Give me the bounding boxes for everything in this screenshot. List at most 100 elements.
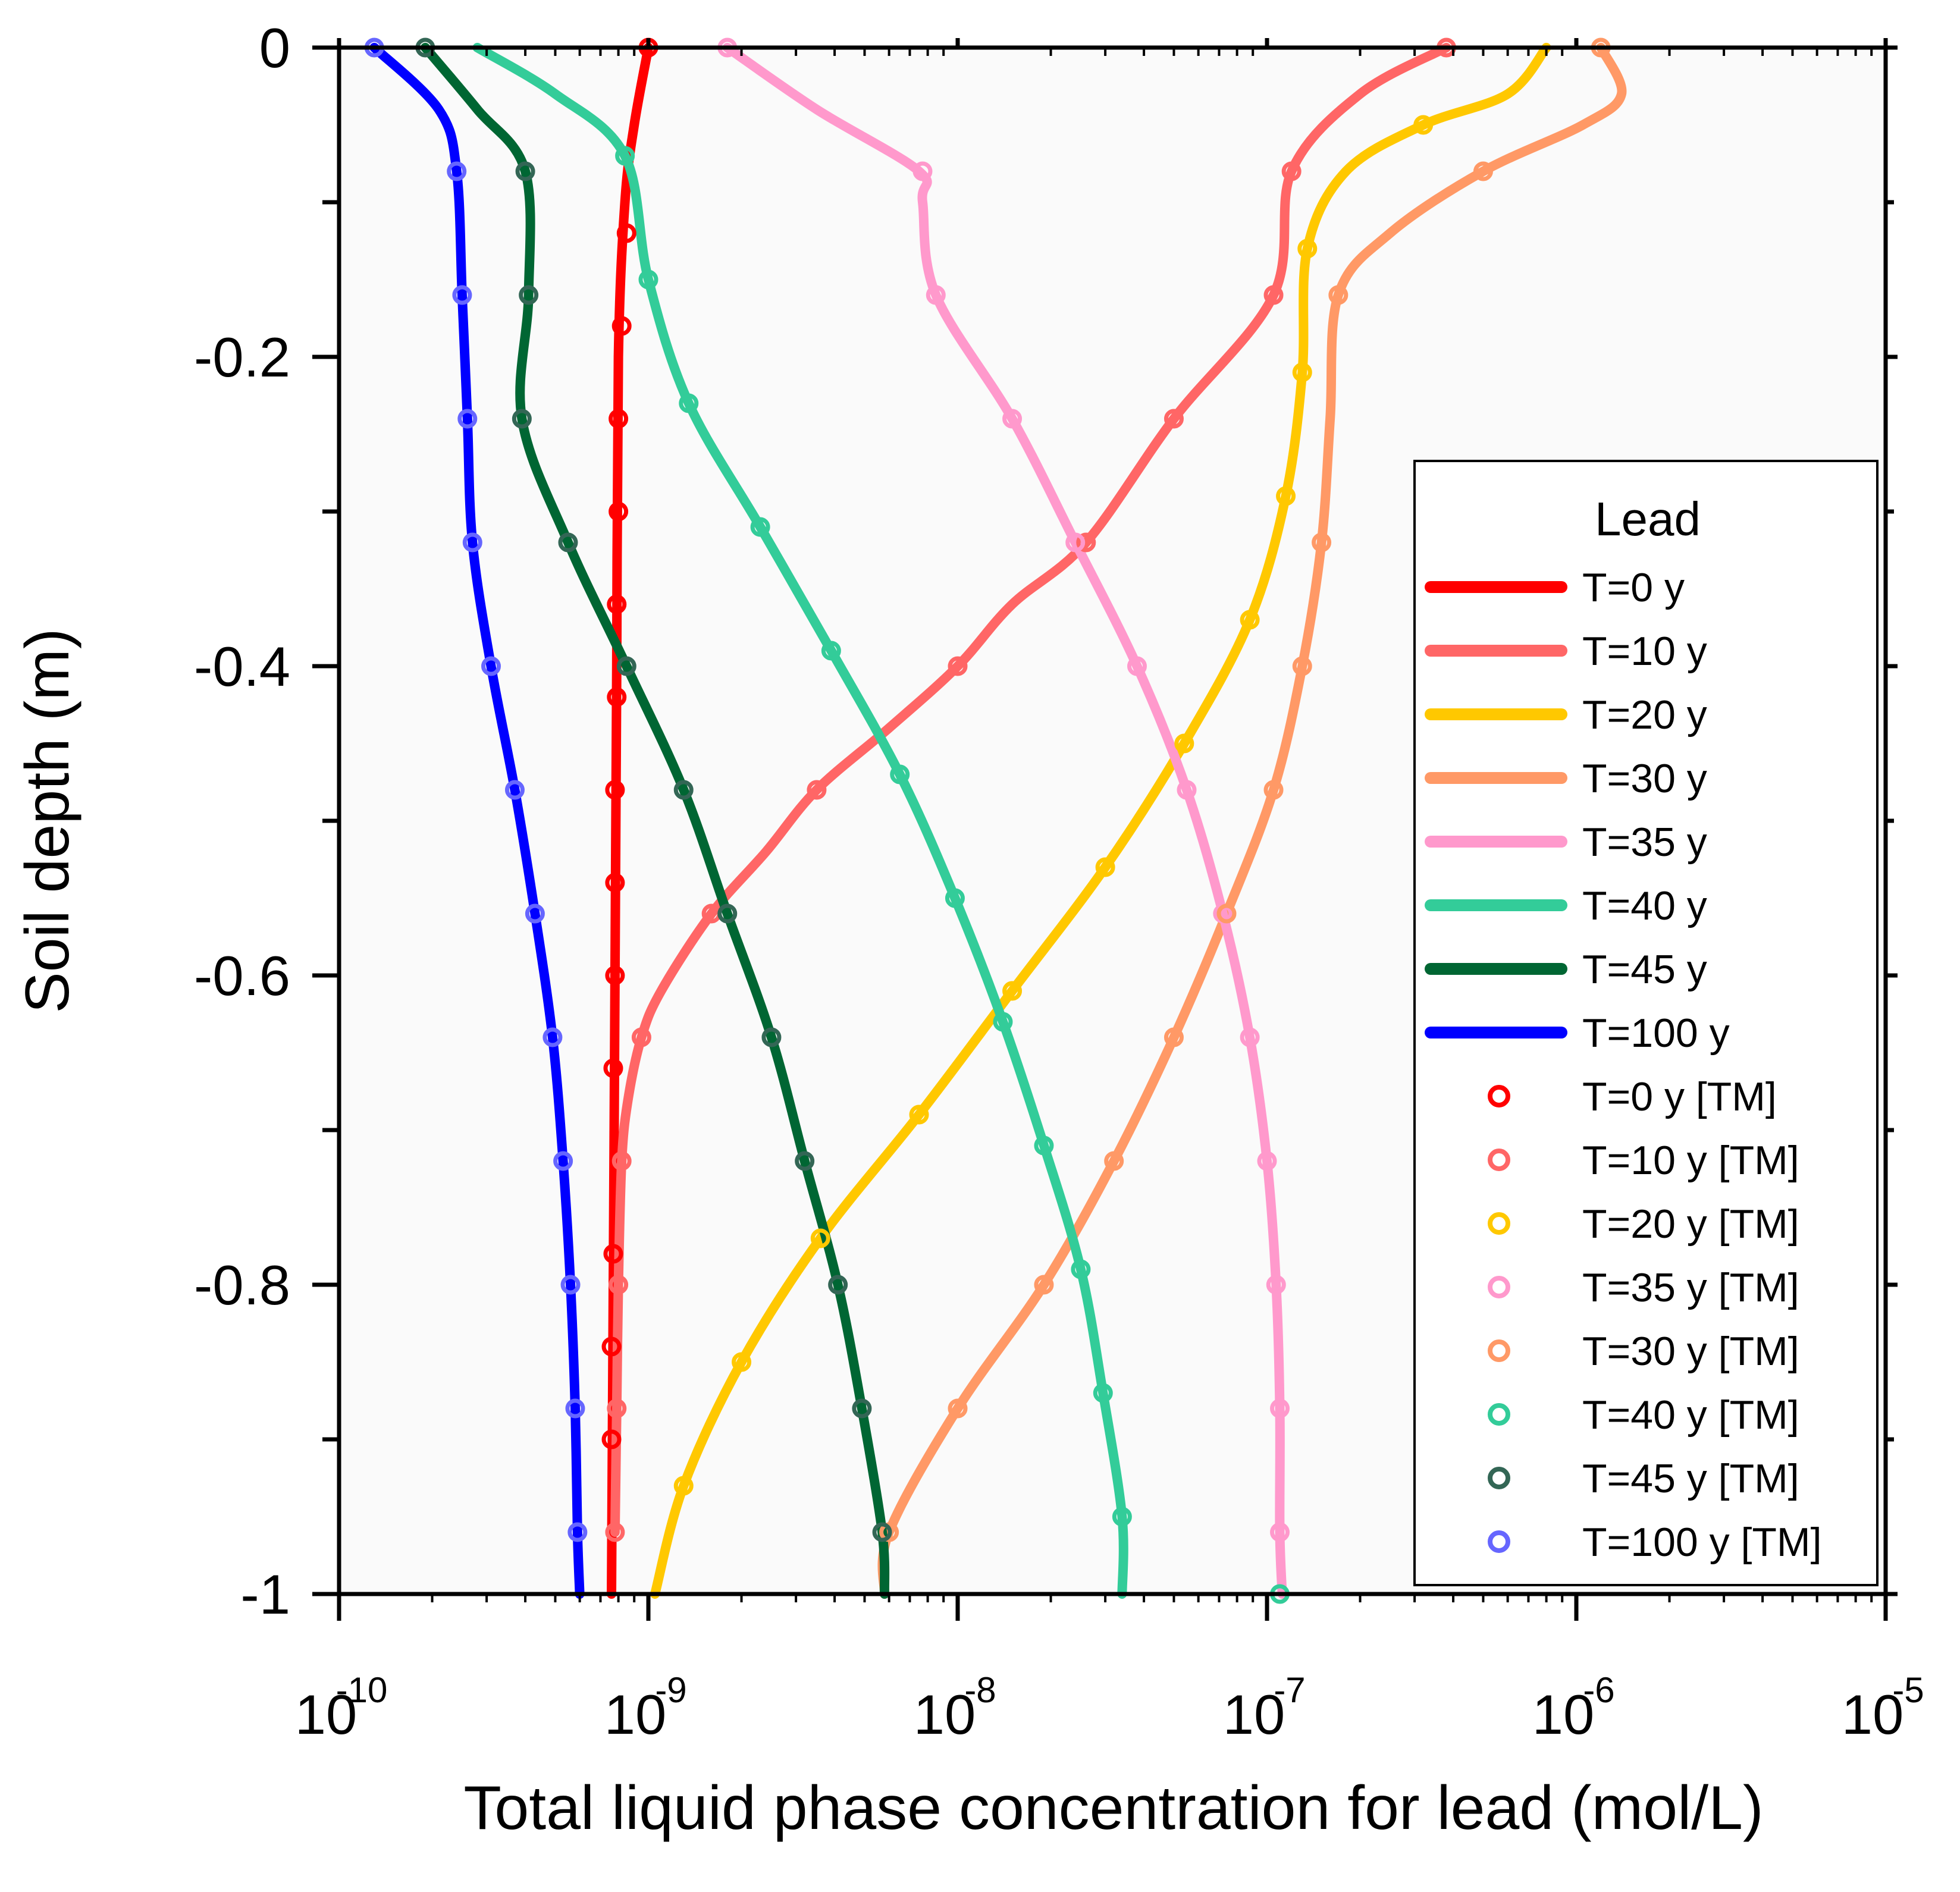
series-line [607,43,653,1599]
tm-marker [828,1275,848,1295]
tm-marker [1002,409,1023,429]
tm-marker [795,1151,815,1171]
tm-marker [810,1228,830,1248]
x-tick-exponent: -6 [1583,1670,1614,1710]
tm-marker [542,1027,563,1047]
legend-label: T=10 y [TM] [1582,1138,1799,1183]
y-tick-label: -0.4 [194,635,290,698]
tm-marker [1312,532,1332,553]
legend-entry: T=10 y [1425,629,1707,674]
legend-marker-swatch [1488,1530,1510,1553]
tm-marker [948,1398,968,1419]
legend-marker-swatch [1488,1276,1510,1298]
tm-marker [1034,1135,1054,1156]
legend-entry: T=35 y [1425,820,1707,865]
legend-entry: T=30 y [1425,756,1707,801]
legend-label: T=35 y [TM] [1582,1265,1799,1310]
x-tick-base: 10 [295,1683,357,1746]
y-tick-label: -1 [240,1563,290,1626]
legend-entry: T=20 y [1425,692,1707,738]
legend-label: T=45 y [1582,947,1707,992]
y-tick-labels: 0 -0.2 -0.4 -0.6 -0.8 -1 [194,17,290,1626]
legend-marker-swatch [1488,1403,1510,1426]
tm-marker [616,223,636,243]
tm-marker [1240,610,1260,630]
tm-marker [1297,239,1318,259]
legend-entry: T=40 y [TM] [1488,1392,1799,1438]
tm-marker [673,780,694,800]
tm-marker [1266,1275,1286,1295]
tm-marker [605,780,625,800]
tm-marker [1292,362,1312,382]
tm-marker [1095,857,1115,877]
tm-marker [717,903,738,924]
tm-marker [565,1398,585,1419]
x-axis-title: Total liquid phase concentration for lea… [463,1774,1763,1843]
tm-marker [1328,285,1349,305]
x-tick-base: 10 [1842,1683,1904,1746]
tm-marker [1093,1383,1113,1403]
tm-marker [605,965,625,986]
tm-marker [1164,409,1184,429]
tm-marker [525,903,545,924]
legend-entry: T=35 y [TM] [1488,1265,1799,1310]
legend-label: T=30 y [TM] [1582,1329,1799,1374]
tm-marker [605,873,625,893]
series-line [421,43,890,1599]
legend-label: T=40 y [1582,883,1707,928]
legend-title: Lead [1595,492,1701,545]
series-line [877,43,1627,1599]
x-tick-exponent: -8 [964,1670,996,1710]
series-line [722,43,1287,1599]
legend-entry: T=100 y [TM] [1488,1520,1821,1565]
legend-label: T=100 y [1582,1011,1730,1056]
x-tick-label: 10-10 [295,1670,388,1746]
tm-marker [607,594,627,614]
tm-marker [515,161,535,181]
tm-marker [1112,1507,1132,1527]
legend-label: T=10 y [1582,629,1707,674]
legend-marker-swatch [1488,1339,1510,1362]
tm-marker [945,888,965,908]
legend-label: T=20 y [TM] [1582,1201,1799,1247]
tm-marker [1127,656,1147,676]
marker-layer [364,37,1611,1604]
legend-marker-swatch [1488,1467,1510,1489]
tm-marker [603,1058,623,1078]
legend-label: T=45 y [TM] [1582,1456,1799,1501]
tm-marker [616,656,636,676]
legend-label: T=100 y [TM] [1582,1520,1821,1565]
tm-marker [1473,161,1493,181]
x-tick-label: 10-9 [604,1670,687,1746]
tm-marker [852,1398,872,1419]
y-tick-label: -0.8 [194,1254,290,1316]
tm-marker [601,1429,622,1449]
tm-marker [609,1275,629,1295]
y-tick-label: -0.6 [194,945,290,1007]
x-tick-exponent: -10 [336,1670,388,1710]
tm-marker [553,1151,573,1171]
legend-marker-swatch [1488,1085,1510,1107]
tm-marker [1413,115,1434,135]
tm-marker [611,316,632,336]
tm-marker [607,1398,627,1419]
tm-marker [447,161,467,181]
legend-entry: T=45 y [1425,947,1707,992]
tm-marker [993,1012,1013,1032]
tick-layer [312,38,1898,1621]
tm-marker [519,285,539,305]
legend-entry: T=0 y [TM] [1488,1074,1777,1119]
series-line [472,43,1128,1599]
legend-label: T=40 y [TM] [1582,1392,1799,1438]
legend-entry: T=45 y [TM] [1488,1456,1799,1501]
tm-marker [603,1244,623,1264]
legend: Lead T=0 y T=10 y T=20 y T=30 y T=35 y T=40 y… [1413,460,1879,1586]
tm-marker [1071,1259,1091,1279]
tm-marker [1240,1027,1260,1047]
x-tick-label: 10-6 [1532,1670,1615,1746]
tm-marker [1002,981,1023,1001]
legend-label: T=30 y [1582,756,1707,801]
tm-marker [1164,1027,1184,1047]
tm-marker [732,1352,752,1372]
